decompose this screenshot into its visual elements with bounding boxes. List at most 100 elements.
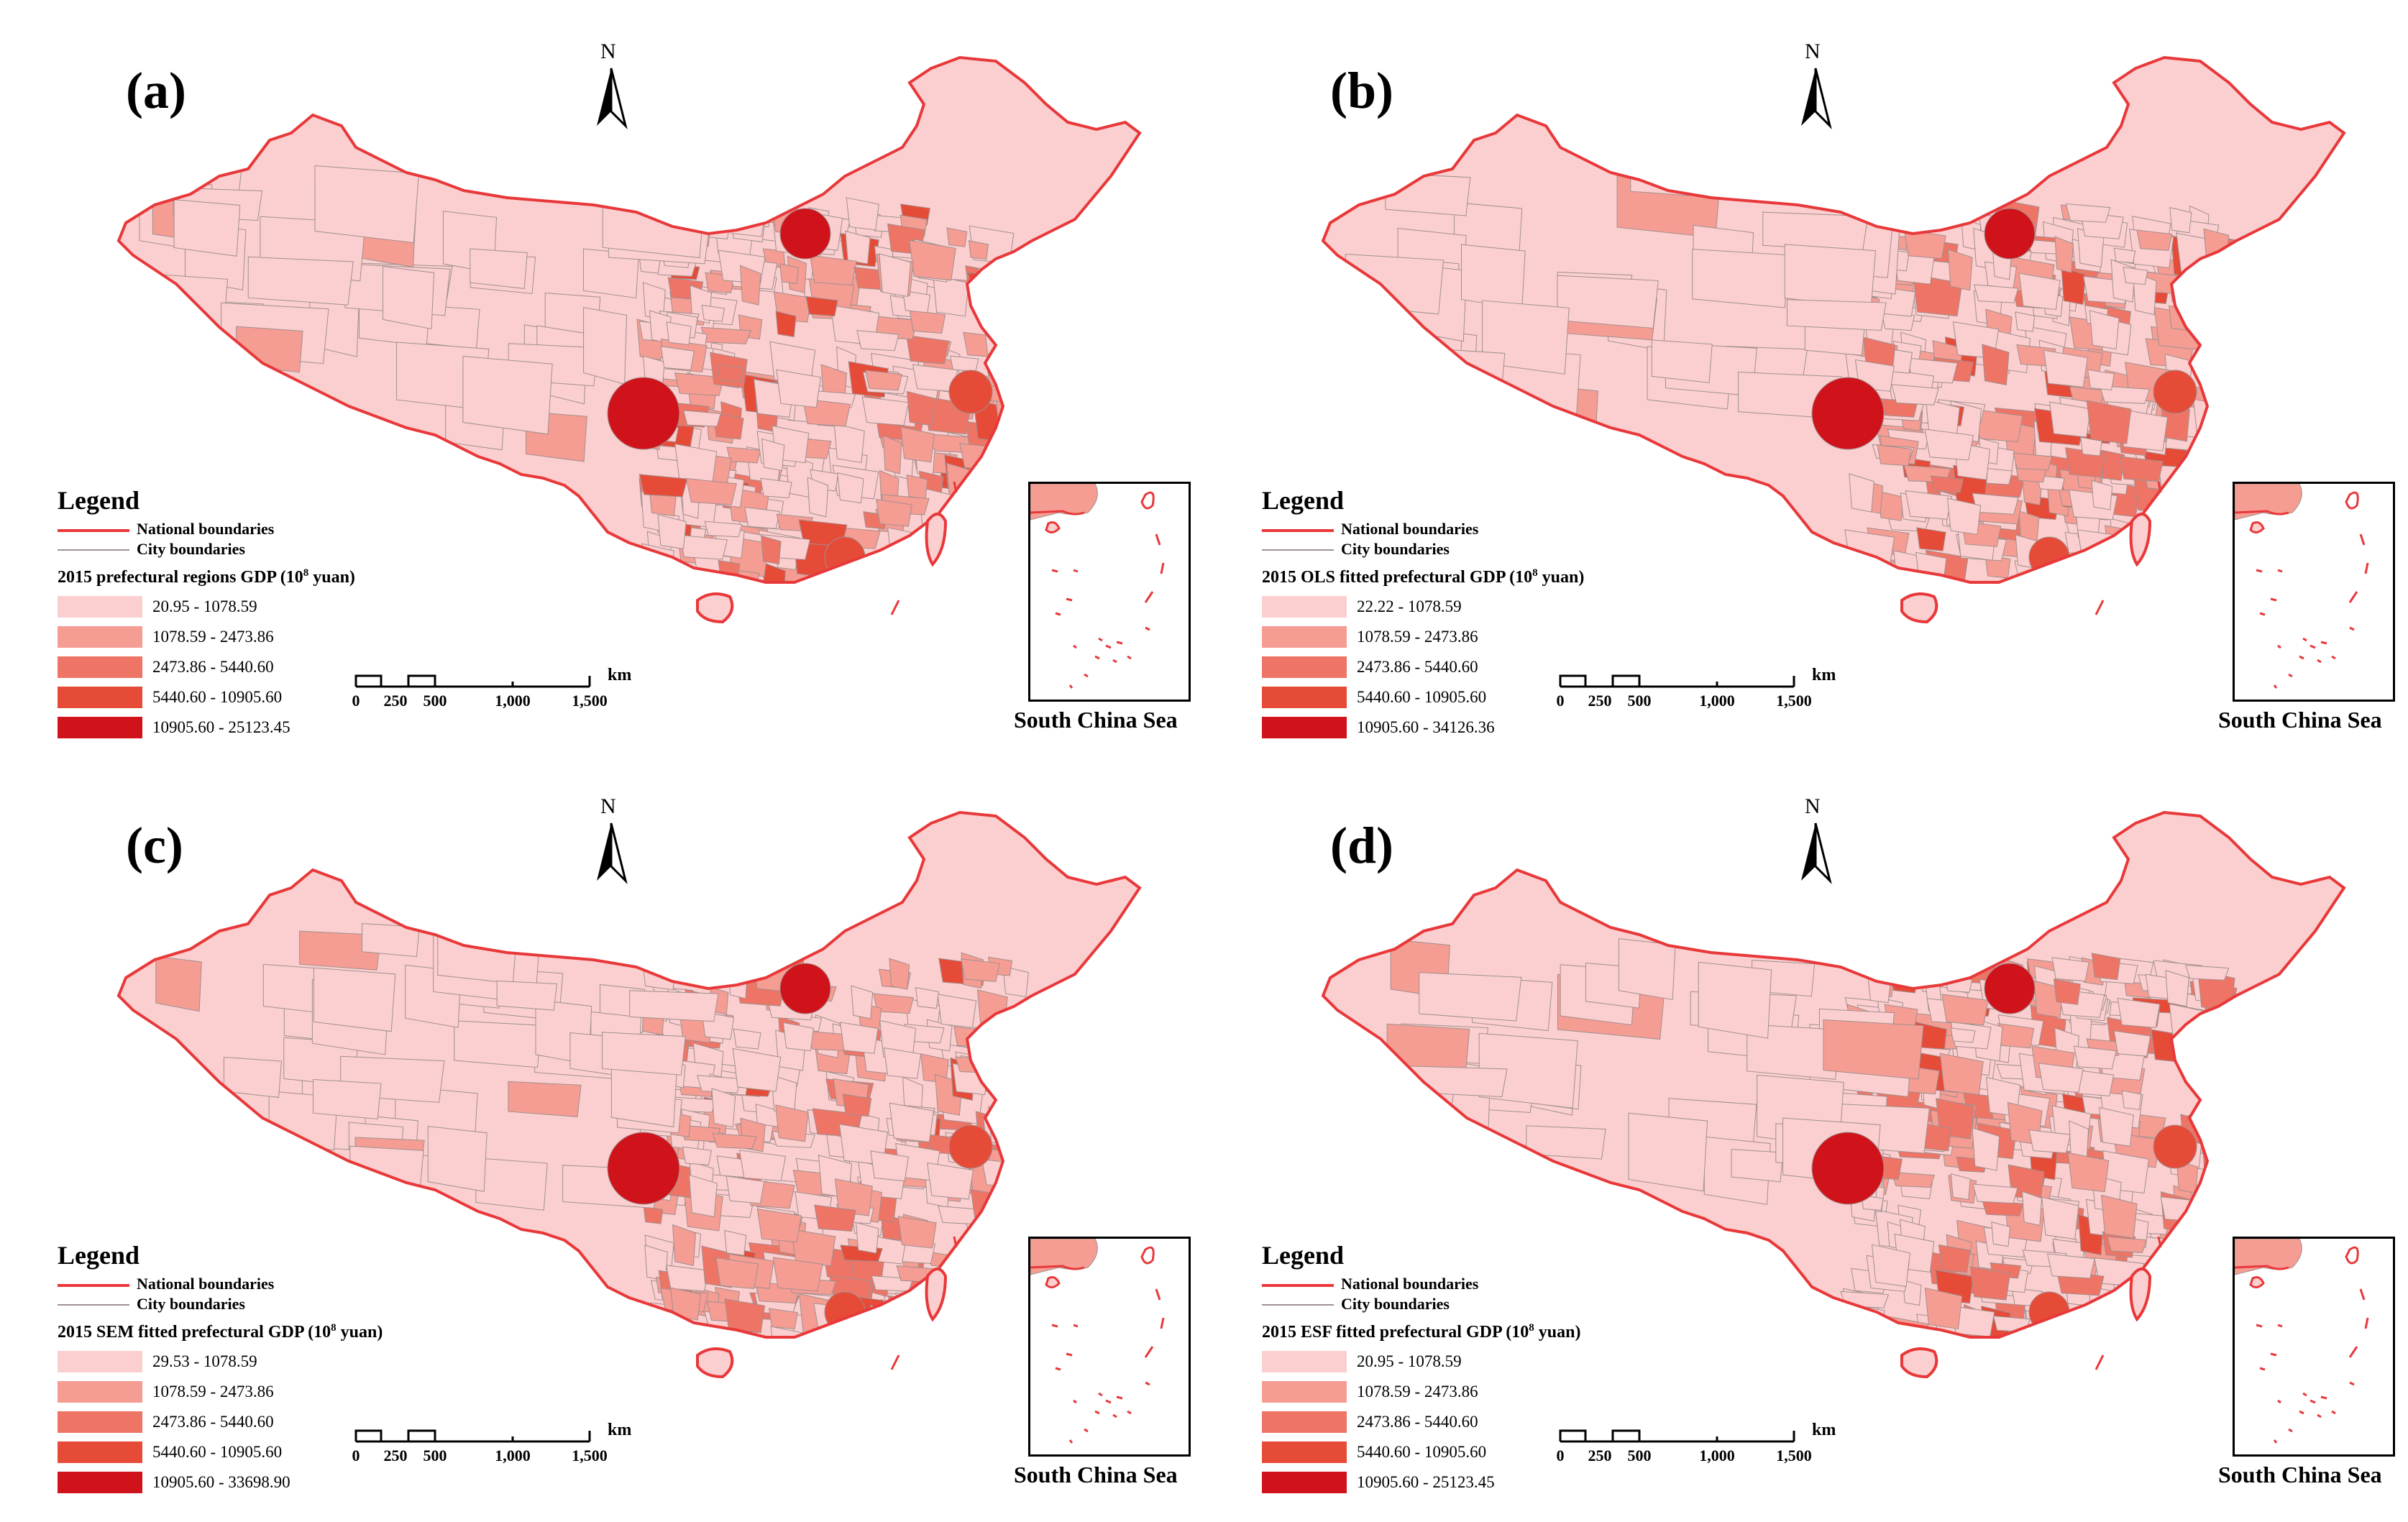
inset-caption: South China Sea bbox=[1014, 707, 1178, 733]
legend-swatch bbox=[1262, 626, 1347, 648]
legend-class-5: 10905.60 - 34126.36 bbox=[1262, 714, 1722, 744]
legend-swatch bbox=[58, 596, 142, 618]
legend-label-national-boundaries: National boundaries bbox=[1341, 520, 1479, 538]
scale-tick-label: 1,000 bbox=[495, 692, 531, 710]
legend-class-5: 10905.60 - 25123.45 bbox=[1262, 1469, 1722, 1499]
legend-city-boundaries: City boundaries bbox=[1262, 1295, 1722, 1315]
legend-class-3: 2473.86 - 5440.60 bbox=[58, 654, 518, 684]
legend-class-2: 1078.59 - 2473.86 bbox=[1262, 1378, 1722, 1408]
inset-caption: South China Sea bbox=[2218, 707, 2382, 733]
legend-label-national-boundaries: National boundaries bbox=[137, 1275, 275, 1293]
legend-gdp-title: 2015 OLS fitted prefectural GDP (108 yua… bbox=[1262, 567, 1585, 587]
legend-title: Legend bbox=[58, 486, 140, 515]
north-letter: N bbox=[600, 794, 616, 818]
scale-tick-label: 500 bbox=[423, 1447, 447, 1464]
legend-city-boundaries: City boundaries bbox=[58, 1295, 518, 1315]
scale-unit: km bbox=[1812, 1421, 1836, 1439]
legend-class-4: 5440.60 - 10905.60 bbox=[1262, 684, 1722, 714]
legend-national-boundaries: National boundaries bbox=[1262, 1275, 1722, 1295]
legend-class-label: 5440.60 - 10905.60 bbox=[152, 688, 283, 706]
scale-tick-label: 1,500 bbox=[1776, 1447, 1812, 1464]
legend-label-city-boundaries: City boundaries bbox=[137, 540, 245, 558]
legend-swatch bbox=[58, 717, 142, 738]
south-china-sea-inset bbox=[1028, 482, 1191, 702]
map-legend: Legend National boundaries City boundari… bbox=[58, 1240, 518, 1499]
scale-tick-label: 0 bbox=[352, 692, 360, 710]
map-panel-b: (b) N Legend National boundaries City bo… bbox=[1222, 11, 2395, 738]
legend-class-label: 22.22 - 1078.59 bbox=[1357, 597, 1462, 615]
map-legend: Legend National boundaries City boundari… bbox=[1262, 1240, 1722, 1499]
legend-class-label: 2473.86 - 5440.60 bbox=[1357, 1413, 1478, 1431]
china-choropleth-map bbox=[116, 55, 1142, 624]
legend-label-national-boundaries: National boundaries bbox=[1341, 1275, 1479, 1293]
legend-class-2: 1078.59 - 2473.86 bbox=[58, 1378, 518, 1408]
legend-gdp-title: 2015 prefectural regions GDP (108 yuan) bbox=[58, 567, 355, 587]
legend-class-label: 20.95 - 1078.59 bbox=[1357, 1352, 1462, 1370]
scale-tick-label: 500 bbox=[1627, 1447, 1652, 1464]
north-arrow-icon: N bbox=[1790, 794, 1841, 888]
legend-city-boundaries: City boundaries bbox=[58, 540, 518, 560]
legend-swatch bbox=[1262, 717, 1347, 738]
legend-city-boundaries: City boundaries bbox=[1262, 540, 1722, 560]
legend-title: Legend bbox=[1262, 1241, 1345, 1270]
legend-class-1: 20.95 - 1078.59 bbox=[58, 593, 518, 623]
legend-class-label: 5440.60 - 10905.60 bbox=[1357, 688, 1487, 706]
scale-unit: km bbox=[1812, 666, 1836, 684]
north-arrow-icon: N bbox=[586, 794, 636, 888]
scale-tick-label: 1,000 bbox=[495, 1447, 531, 1464]
scale-bar: km 0 250 500 1,000 1,500 bbox=[1557, 1416, 1859, 1474]
scale-bar: km 0 250 500 1,000 1,500 bbox=[1557, 661, 1859, 719]
legend-national-boundaries: National boundaries bbox=[58, 1275, 518, 1295]
scale-tick-label: 1,000 bbox=[1699, 692, 1735, 710]
legend-swatch bbox=[1262, 1381, 1347, 1403]
scale-unit: km bbox=[608, 666, 632, 684]
scale-tick-label: 250 bbox=[383, 1447, 408, 1464]
china-choropleth-map bbox=[1321, 810, 2346, 1379]
legend-gdp-title: 2015 SEM fitted prefectural GDP (108 yua… bbox=[58, 1322, 383, 1342]
legend-swatch bbox=[58, 626, 142, 648]
map-panel-c: (c) N Legend National boundaries City bo… bbox=[18, 766, 1191, 1493]
legend-class-label: 10905.60 - 33698.90 bbox=[152, 1473, 290, 1491]
legend-swatch bbox=[58, 1472, 142, 1493]
scale-tick-label: 250 bbox=[383, 692, 408, 710]
scale-tick-label: 1,000 bbox=[1699, 1447, 1735, 1464]
panel-label: (a) bbox=[126, 62, 186, 119]
legend-class-3: 2473.86 - 5440.60 bbox=[1262, 1408, 1722, 1439]
map-panel-d: (d) N Legend National boundaries City bo… bbox=[1222, 766, 2395, 1493]
scale-tick-label: 1,500 bbox=[572, 692, 608, 710]
north-letter: N bbox=[1805, 794, 1821, 818]
legend-class-4: 5440.60 - 10905.60 bbox=[1262, 1439, 1722, 1469]
inset-caption: South China Sea bbox=[2218, 1462, 2382, 1487]
legend-class-label: 10905.60 - 25123.45 bbox=[1357, 1473, 1495, 1491]
legend-swatch bbox=[58, 656, 142, 678]
legend-swatch bbox=[58, 1411, 142, 1433]
china-choropleth-map bbox=[116, 810, 1142, 1379]
scale-bar: km 0 250 500 1,000 1,500 bbox=[352, 661, 654, 719]
legend-class-1: 20.95 - 1078.59 bbox=[1262, 1348, 1722, 1378]
north-arrow-icon: N bbox=[1790, 40, 1841, 133]
china-choropleth-map bbox=[1321, 55, 2346, 624]
legend-swatch bbox=[1262, 687, 1347, 708]
scale-tick-label: 1,500 bbox=[572, 1447, 608, 1464]
legend-class-label: 1078.59 - 2473.86 bbox=[152, 1383, 274, 1400]
legend-class-label: 1078.59 - 2473.86 bbox=[1357, 1383, 1478, 1400]
legend-swatch bbox=[1262, 1441, 1347, 1463]
panel-label: (c) bbox=[126, 817, 183, 874]
legend-swatch bbox=[1262, 656, 1347, 678]
scale-bar: km 0 250 500 1,000 1,500 bbox=[352, 1416, 654, 1474]
legend-swatch bbox=[58, 1441, 142, 1463]
map-legend: Legend National boundaries City boundari… bbox=[58, 485, 518, 744]
legend-class-4: 5440.60 - 10905.60 bbox=[58, 684, 518, 714]
legend-class-label: 5440.60 - 10905.60 bbox=[152, 1443, 283, 1461]
legend-class-1: 22.22 - 1078.59 bbox=[1262, 593, 1722, 623]
legend-class-3: 2473.86 - 5440.60 bbox=[1262, 654, 1722, 684]
legend-label-city-boundaries: City boundaries bbox=[1341, 1295, 1450, 1313]
legend-swatch bbox=[1262, 1472, 1347, 1493]
panel-label: (d) bbox=[1330, 817, 1393, 874]
legend-class-label: 2473.86 - 5440.60 bbox=[152, 658, 274, 676]
legend-class-label: 2473.86 - 5440.60 bbox=[1357, 658, 1478, 676]
legend-class-1: 29.53 - 1078.59 bbox=[58, 1348, 518, 1378]
scale-tick-label: 0 bbox=[1556, 692, 1565, 710]
legend-class-label: 29.53 - 1078.59 bbox=[152, 1352, 257, 1370]
